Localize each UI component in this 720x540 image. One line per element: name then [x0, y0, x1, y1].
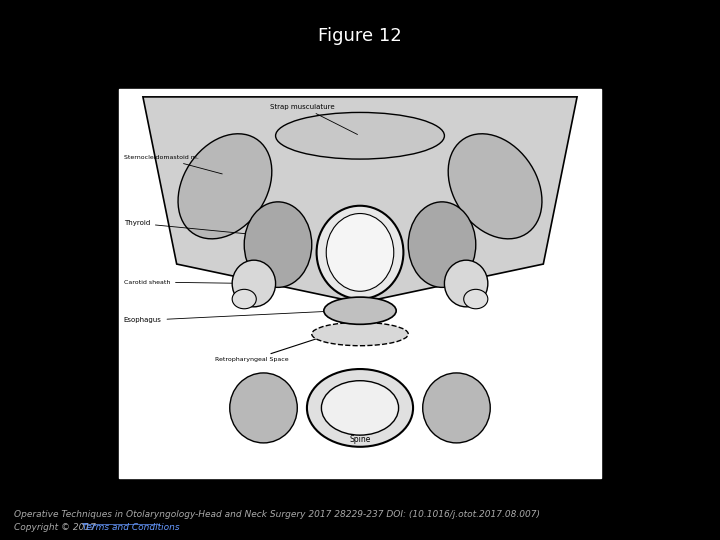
Text: Figure 12: Figure 12	[318, 27, 402, 45]
Circle shape	[464, 289, 488, 309]
Ellipse shape	[244, 202, 312, 287]
Ellipse shape	[178, 134, 272, 239]
Text: Spine: Spine	[349, 435, 371, 443]
Ellipse shape	[326, 213, 394, 291]
Text: Retropharyngeal Space: Retropharyngeal Space	[215, 335, 327, 362]
Ellipse shape	[232, 260, 276, 307]
Ellipse shape	[448, 134, 542, 239]
Text: Operative Techniques in Otolaryngology-Head and Neck Surgery 2017 28229-237 DOI:: Operative Techniques in Otolaryngology-H…	[14, 510, 541, 519]
Ellipse shape	[444, 260, 488, 307]
Circle shape	[232, 289, 256, 309]
Text: Sternocleidomastoid m.: Sternocleidomastoid m.	[124, 155, 222, 174]
Text: Terms and Conditions: Terms and Conditions	[82, 523, 180, 532]
Text: Esophagus: Esophagus	[124, 311, 338, 323]
FancyBboxPatch shape	[119, 89, 601, 478]
Text: Carotid sheath: Carotid sheath	[124, 280, 251, 285]
Text: Strap musculature: Strap musculature	[270, 104, 358, 134]
Polygon shape	[143, 97, 577, 303]
Ellipse shape	[230, 373, 297, 443]
Ellipse shape	[307, 369, 413, 447]
Ellipse shape	[423, 373, 490, 443]
Ellipse shape	[324, 297, 396, 325]
Ellipse shape	[408, 202, 476, 287]
Text: Copyright © 2017: Copyright © 2017	[14, 523, 102, 532]
Text: Thyroid: Thyroid	[124, 220, 275, 237]
Ellipse shape	[321, 381, 399, 435]
Ellipse shape	[317, 206, 403, 299]
Ellipse shape	[312, 322, 408, 346]
Ellipse shape	[276, 112, 444, 159]
